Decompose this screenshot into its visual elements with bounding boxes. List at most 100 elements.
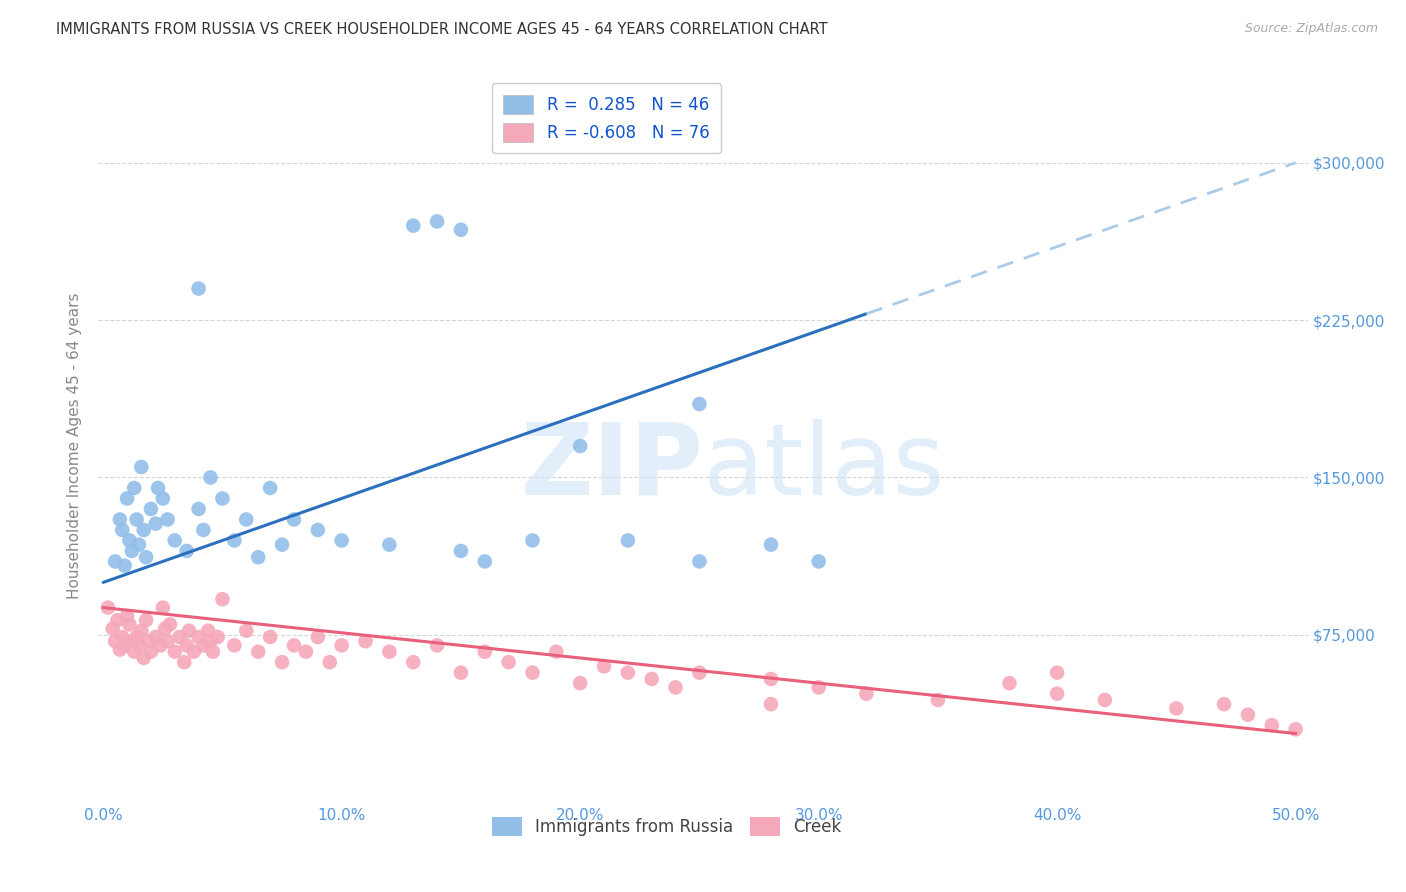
Point [138, 634, 160, 648]
Point [450, 665, 472, 680]
Point [156, 512, 179, 526]
Point [135, 613, 157, 627]
Point [201, 645, 224, 659]
Point [104, 554, 127, 568]
Point [1261, 718, 1284, 732]
Point [354, 634, 377, 648]
Point [271, 655, 294, 669]
Point [101, 622, 124, 636]
Point [378, 538, 401, 552]
Y-axis label: Householder Income Ages 45 - 64 years: Householder Income Ages 45 - 64 years [67, 293, 83, 599]
Point [121, 634, 143, 648]
Point [115, 609, 138, 624]
Point [224, 639, 246, 653]
Point [145, 630, 167, 644]
Point [546, 645, 568, 659]
Point [125, 512, 148, 526]
Point [402, 655, 425, 669]
Point [114, 558, 136, 573]
Point [426, 214, 449, 228]
Point [235, 624, 257, 638]
Point [522, 533, 544, 548]
Point [200, 470, 222, 484]
Point [187, 630, 209, 644]
Point [115, 491, 138, 506]
Point [139, 645, 162, 659]
Point [152, 600, 174, 615]
Point [125, 630, 148, 644]
Point [104, 634, 127, 648]
Point [1166, 701, 1188, 715]
Point [97, 600, 120, 615]
Point [187, 502, 209, 516]
Point [139, 502, 162, 516]
Point [211, 592, 233, 607]
Point [1285, 723, 1308, 737]
Point [283, 512, 305, 526]
Point [235, 512, 257, 526]
Point [283, 639, 305, 653]
Point [200, 634, 222, 648]
Point [295, 645, 318, 659]
Point [474, 645, 496, 659]
Point [855, 687, 877, 701]
Point [145, 516, 167, 531]
Point [159, 617, 181, 632]
Point [307, 523, 329, 537]
Point [118, 533, 141, 548]
Point [378, 645, 401, 659]
Point [149, 639, 172, 653]
Point [108, 512, 131, 526]
Point [759, 538, 782, 552]
Point [176, 544, 198, 558]
Point [319, 655, 342, 669]
Point [688, 397, 710, 411]
Point [450, 223, 472, 237]
Point [759, 672, 782, 686]
Point [617, 665, 640, 680]
Point [569, 676, 592, 690]
Point [664, 681, 686, 695]
Point [176, 639, 198, 653]
Text: Source: ZipAtlas.com: Source: ZipAtlas.com [1244, 22, 1378, 36]
Point [177, 624, 200, 638]
Point [271, 538, 294, 552]
Point [1213, 697, 1236, 711]
Point [156, 634, 179, 648]
Point [211, 491, 233, 506]
Point [197, 624, 219, 638]
Point [118, 617, 141, 632]
Point [108, 642, 131, 657]
Point [641, 672, 664, 686]
Point [1094, 693, 1116, 707]
Point [163, 645, 186, 659]
Point [450, 544, 472, 558]
Point [132, 651, 155, 665]
Point [1237, 707, 1260, 722]
Point [402, 219, 425, 233]
Point [122, 645, 145, 659]
Point [307, 630, 329, 644]
Point [131, 624, 153, 638]
Legend: Immigrants from Russia, Creek: Immigrants from Russia, Creek [484, 808, 849, 845]
Point [132, 523, 155, 537]
Point [807, 554, 830, 568]
Point [128, 639, 150, 653]
Point [131, 460, 153, 475]
Point [688, 554, 710, 568]
Point [259, 630, 281, 644]
Point [426, 639, 449, 653]
Point [759, 697, 782, 711]
Point [163, 533, 186, 548]
Point [247, 550, 270, 565]
Point [330, 533, 353, 548]
Text: atlas: atlas [703, 419, 945, 516]
Point [474, 554, 496, 568]
Point [224, 533, 246, 548]
Point [187, 282, 209, 296]
Point [153, 622, 176, 636]
Point [998, 676, 1021, 690]
Point [569, 439, 592, 453]
Point [498, 655, 520, 669]
Point [111, 630, 134, 644]
